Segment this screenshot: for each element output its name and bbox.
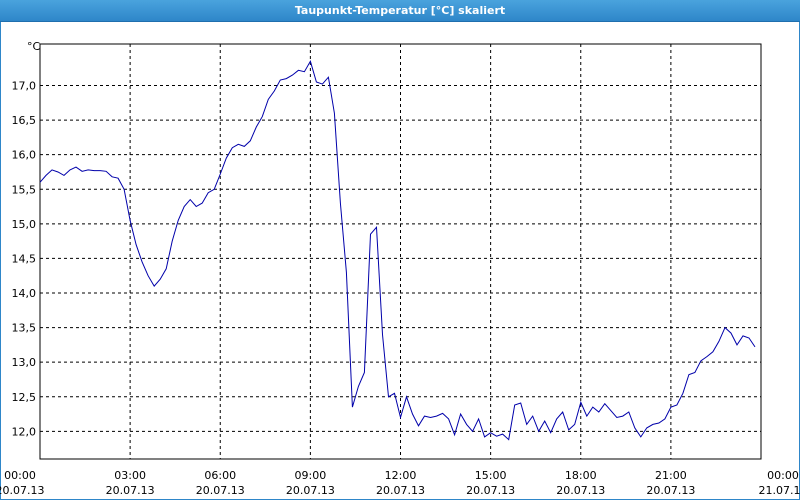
y-axis-ticks: 12,0 12,5 13,0 13,5 14,0 14,5 15,0 15,5 16,0 16,5… (12, 80, 37, 439)
x-tick-date: 20.07.13 (0, 484, 44, 497)
y-tick-label: 14,5 (12, 252, 37, 265)
y-axis-label: °C (27, 40, 41, 53)
y-tick-label: 14,0 (12, 287, 37, 300)
y-tick-label: 13,0 (12, 356, 37, 369)
x-axis-ticks: 00:00 20.07.13 03:00 20.07.13 06:00 20.07.13 0… (0, 469, 800, 497)
x-tick-date: 21.07.13 (759, 484, 800, 497)
x-tick-time: 09:00 (295, 469, 327, 482)
y-tick-label: 15,0 (12, 218, 37, 231)
y-tick-label: 13,5 (12, 322, 37, 335)
x-tick-time: 00:00 (4, 469, 36, 482)
chart-title: Taupunkt-Temperatur [°C] skaliert (0, 0, 800, 22)
y-tick-label: 16,5 (12, 114, 37, 127)
y-tick-label: 16,0 (12, 149, 37, 162)
x-tick-date: 20.07.13 (646, 484, 695, 497)
x-tick-date: 20.07.13 (196, 484, 245, 497)
x-tick-time: 00:00 (767, 469, 799, 482)
grid-lines (40, 44, 761, 459)
y-tick-label: 17,0 (12, 80, 37, 93)
y-tick-label: 12,5 (12, 391, 37, 404)
x-tick-date: 20.07.13 (106, 484, 155, 497)
x-tick-date: 20.07.13 (466, 484, 515, 497)
x-tick-date: 20.07.13 (286, 484, 335, 497)
x-tick-time: 12:00 (385, 469, 417, 482)
x-tick-time: 15:00 (475, 469, 507, 482)
x-tick-time: 18:00 (565, 469, 597, 482)
x-tick-date: 20.07.13 (556, 484, 605, 497)
y-tick-label: 12,0 (12, 425, 37, 438)
x-tick-date: 20.07.13 (376, 484, 425, 497)
x-tick-time: 03:00 (114, 469, 146, 482)
series-line (39, 60, 756, 441)
x-tick-time: 21:00 (655, 469, 687, 482)
plot-area-border (39, 43, 762, 460)
y-tick-label: 15,5 (12, 183, 37, 196)
x-tick-time: 06:00 (204, 469, 236, 482)
